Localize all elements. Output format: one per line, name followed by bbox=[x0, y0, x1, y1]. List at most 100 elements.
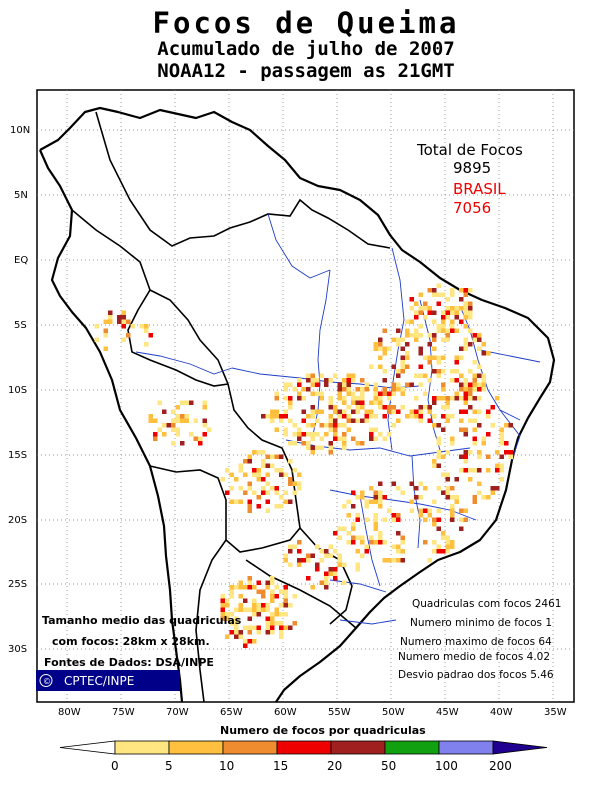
fire-cell bbox=[382, 369, 387, 374]
fire-cell bbox=[405, 351, 410, 356]
fire-cell bbox=[423, 486, 428, 491]
fire-cell bbox=[369, 400, 374, 405]
fire-cell bbox=[310, 450, 315, 455]
fire-cell bbox=[369, 499, 374, 504]
fire-cell bbox=[229, 472, 234, 477]
fire-cell bbox=[463, 378, 468, 383]
fire-cell bbox=[427, 288, 432, 293]
fire-cell bbox=[508, 423, 513, 428]
fire-cell bbox=[229, 594, 234, 599]
fire-cell bbox=[315, 544, 320, 549]
fire-cell bbox=[373, 391, 378, 396]
fire-cell bbox=[283, 589, 288, 594]
fire-cell bbox=[103, 319, 108, 324]
fire-cell bbox=[301, 418, 306, 423]
fire-cell bbox=[108, 310, 113, 315]
fire-cell bbox=[486, 414, 491, 419]
fire-cell bbox=[144, 342, 149, 347]
fire-cell bbox=[175, 427, 180, 432]
fire-cell bbox=[373, 490, 378, 495]
fire-cell bbox=[400, 355, 405, 360]
fire-cell bbox=[355, 535, 360, 540]
fire-cell bbox=[445, 472, 450, 477]
fire-cell bbox=[301, 432, 306, 437]
fire-cell bbox=[184, 400, 189, 405]
fire-cell bbox=[445, 396, 450, 401]
fire-cell bbox=[405, 319, 410, 324]
fire-cell bbox=[387, 396, 392, 401]
fire-cell bbox=[468, 396, 473, 401]
fire-cell bbox=[333, 571, 338, 576]
fire-cell bbox=[265, 508, 270, 513]
fire-cell bbox=[337, 553, 342, 558]
fire-cell bbox=[310, 405, 315, 410]
fire-cell bbox=[270, 625, 275, 630]
fire-cell bbox=[360, 535, 365, 540]
fire-cell bbox=[409, 333, 414, 338]
fire-cell bbox=[346, 373, 351, 378]
fire-cell bbox=[324, 571, 329, 576]
fire-cell bbox=[427, 405, 432, 410]
fire-cell bbox=[229, 499, 234, 504]
fire-cell bbox=[270, 486, 275, 491]
fire-cell bbox=[441, 292, 446, 297]
fire-cell bbox=[499, 427, 504, 432]
fire-cell bbox=[378, 391, 383, 396]
legend-swatch bbox=[168, 740, 224, 755]
fire-cell bbox=[94, 337, 99, 342]
fire-cell bbox=[121, 324, 126, 329]
fire-cell bbox=[225, 634, 230, 639]
fire-cell bbox=[364, 387, 369, 392]
fire-cell bbox=[297, 378, 302, 383]
fire-cell bbox=[441, 549, 446, 554]
fire-cell bbox=[247, 504, 252, 509]
fire-cell bbox=[351, 391, 356, 396]
fire-cell bbox=[459, 346, 464, 351]
fire-cell bbox=[441, 396, 446, 401]
fire-cell bbox=[256, 589, 261, 594]
fire-cell bbox=[324, 378, 329, 383]
fire-cell bbox=[207, 427, 212, 432]
fire-cell bbox=[436, 549, 441, 554]
fire-cell bbox=[499, 432, 504, 437]
fire-cell bbox=[499, 436, 504, 441]
fire-cell bbox=[405, 342, 410, 347]
fire-cell bbox=[472, 396, 477, 401]
fire-cell bbox=[247, 580, 252, 585]
fire-cell bbox=[315, 382, 320, 387]
fire-cell bbox=[328, 441, 333, 446]
fire-cell bbox=[279, 472, 284, 477]
fire-cell bbox=[319, 549, 324, 554]
fire-cell bbox=[198, 436, 203, 441]
fire-cell bbox=[310, 423, 315, 428]
fire-cell bbox=[252, 612, 257, 617]
fire-cell bbox=[270, 409, 275, 414]
fire-cell bbox=[274, 607, 279, 612]
fire-cell bbox=[414, 315, 419, 320]
fire-cell bbox=[360, 391, 365, 396]
fire-cell bbox=[436, 441, 441, 446]
fire-cell bbox=[252, 607, 257, 612]
fire-cell bbox=[432, 400, 437, 405]
fire-cell bbox=[477, 490, 482, 495]
fire-cell bbox=[468, 288, 473, 293]
fire-cell bbox=[441, 387, 446, 392]
fire-cell bbox=[198, 441, 203, 446]
fire-cell bbox=[292, 544, 297, 549]
fire-cell bbox=[445, 495, 450, 500]
fire-cell bbox=[279, 589, 284, 594]
fire-cell bbox=[427, 360, 432, 365]
fire-cell bbox=[441, 369, 446, 374]
fire-cell bbox=[121, 337, 126, 342]
fire-cell bbox=[288, 549, 293, 554]
fire-cell bbox=[427, 333, 432, 338]
fire-cell bbox=[391, 387, 396, 392]
legend-arrow-low bbox=[59, 740, 116, 755]
fire-cell bbox=[436, 517, 441, 522]
fire-cell bbox=[319, 373, 324, 378]
fire-cell bbox=[396, 544, 401, 549]
fire-cell bbox=[328, 450, 333, 455]
fire-cell bbox=[274, 396, 279, 401]
fire-cell bbox=[382, 378, 387, 383]
fire-cell bbox=[297, 481, 302, 486]
